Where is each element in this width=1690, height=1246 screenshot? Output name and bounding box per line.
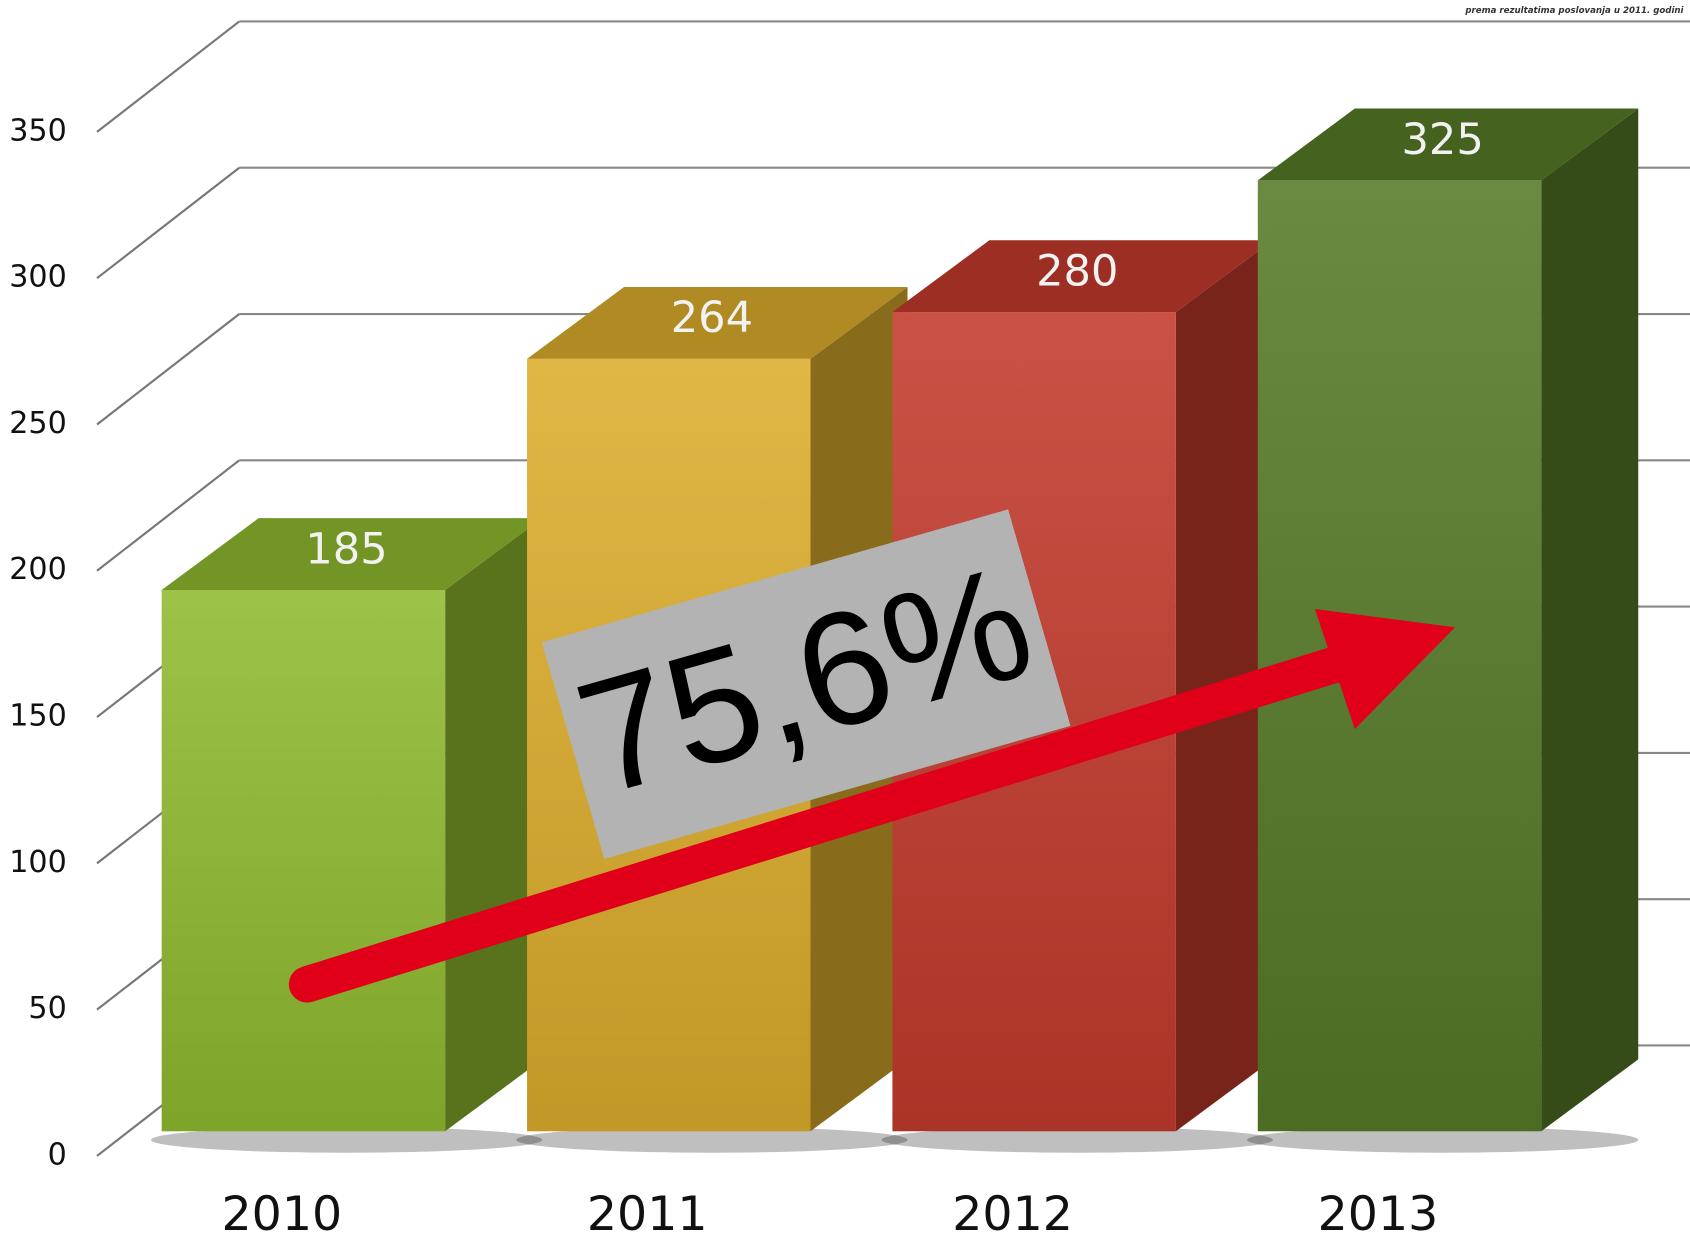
arrow-head — [1314, 609, 1456, 730]
x-tick-label: 2011 — [587, 1187, 708, 1242]
source-note: prema rezultatima poslovanja u 2011. god… — [1464, 6, 1684, 16]
bar-top — [527, 287, 908, 359]
y-tick-label: 250 — [9, 406, 67, 441]
grid-line-side — [96, 20, 240, 133]
bar-gloss — [161, 589, 446, 1132]
bar-top — [161, 518, 543, 590]
bar-top — [892, 240, 1273, 313]
bar-shadow — [881, 1126, 1273, 1153]
trend-arrow — [288, 635, 1388, 1003]
bar-side — [445, 518, 543, 1132]
annotation-box — [541, 509, 1071, 859]
y-tick-label: 100 — [9, 845, 67, 880]
annotation: 75,6% — [288, 509, 1456, 1003]
y-tick-label: 50 — [28, 991, 66, 1026]
value-label: 280 — [1036, 247, 1118, 297]
value-label: 185 — [305, 524, 387, 574]
bar-shadow — [516, 1126, 908, 1153]
y-tick-label: 0 — [48, 1137, 67, 1172]
y-tick-label: 200 — [9, 552, 67, 587]
bar-shadow — [1247, 1126, 1639, 1153]
y-tick-label: 350 — [9, 113, 67, 148]
y-tick-label: 150 — [9, 699, 67, 734]
bar-side — [1541, 108, 1639, 1132]
bar-group: 185 2010 — [150, 518, 543, 1242]
grid-line-side — [96, 459, 240, 572]
grid-line-side — [96, 313, 240, 426]
bar-shadow — [150, 1126, 543, 1153]
x-tick-label: 2012 — [952, 1187, 1073, 1242]
grid-line-side — [96, 166, 240, 280]
x-tick-label: 2010 — [222, 1187, 343, 1242]
bar-top — [1257, 108, 1639, 181]
x-tick-label: 2013 — [1318, 1187, 1439, 1242]
y-tick-label: 300 — [9, 260, 67, 295]
value-label: 264 — [671, 293, 753, 343]
value-label: 325 — [1401, 115, 1483, 165]
